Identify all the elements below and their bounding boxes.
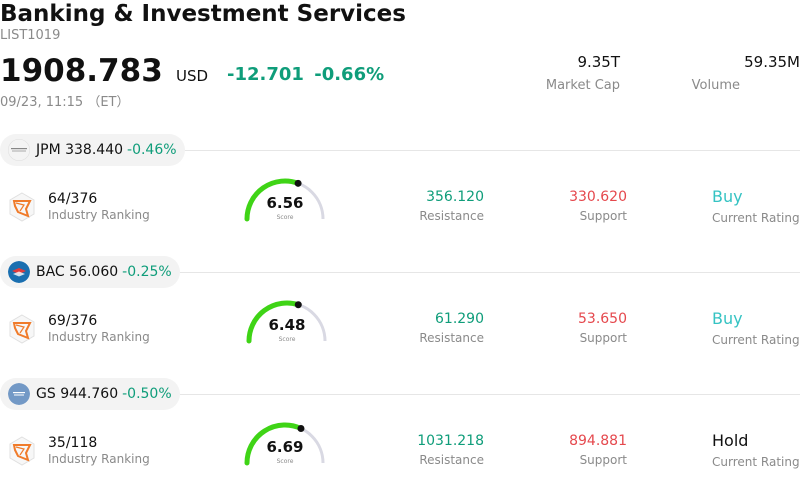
- page-title: Banking & Investment Services: [0, 1, 406, 27]
- support-value: 894.881: [569, 433, 627, 449]
- volume-label: Volume: [691, 78, 740, 93]
- score-gauge: [240, 177, 330, 227]
- support-label: Support: [579, 331, 627, 345]
- market-cap-label: Market Cap: [545, 78, 620, 93]
- support-label: Support: [579, 209, 627, 223]
- score-label: Score: [278, 336, 296, 343]
- gauge-fill: [244, 178, 301, 222]
- support-value: 330.620: [569, 189, 627, 205]
- row-divider: [180, 394, 800, 395]
- resistance-label: Resistance: [419, 331, 484, 345]
- current-rating-value: Buy: [712, 309, 743, 328]
- current-rating-value: Buy: [712, 187, 743, 206]
- current-rating-value: Hold: [712, 431, 749, 450]
- jpm-logo: [8, 139, 30, 161]
- score-value: 6.48: [268, 316, 306, 334]
- score-value: 6.56: [266, 194, 304, 212]
- radar-chart-icon: [8, 436, 36, 466]
- ticker-symbol: JPM 338.440: [36, 142, 124, 158]
- support-value: 53.650: [578, 311, 627, 327]
- support-label: Support: [579, 453, 627, 467]
- score-value: 6.69: [266, 438, 304, 456]
- ticker-symbol: BAC 56.060: [36, 264, 119, 280]
- index-price: 1908.783: [0, 53, 163, 89]
- resistance-value: 356.120: [426, 189, 484, 205]
- ticker-change: -0.25%: [122, 264, 172, 280]
- score-label: Score: [276, 214, 294, 221]
- industry-rank-label: Industry Ranking: [48, 452, 150, 466]
- radar-chart-icon: [8, 314, 36, 344]
- change-value: -12.701: [227, 64, 304, 85]
- ticker-change: -0.46%: [127, 142, 177, 158]
- gauge-fill: [244, 422, 304, 466]
- resistance-value: 61.290: [435, 311, 484, 327]
- radar-chart-icon: [8, 192, 36, 222]
- gauge-marker: [294, 301, 302, 309]
- industry-rank-label: Industry Ranking: [48, 330, 150, 344]
- current-rating-label: Current Rating: [712, 333, 800, 347]
- ticker-pill[interactable]: JPM 338.440 -0.46%: [0, 134, 185, 166]
- currency-label: USD: [176, 67, 209, 85]
- industry-rank-value: 64/376: [48, 191, 98, 207]
- price-change: -12.701 -0.66%: [227, 64, 384, 85]
- resistance-label: Resistance: [419, 453, 484, 467]
- ticker-symbol: GS 944.760: [36, 386, 119, 402]
- score-gauge: [240, 421, 330, 471]
- market-cap-value: 9.35T: [577, 53, 620, 71]
- resistance-value: 1031.218: [417, 433, 484, 449]
- current-rating-label: Current Rating: [712, 455, 800, 469]
- ticker-pill[interactable]: GS 944.760 -0.50%: [0, 378, 180, 410]
- gs-logo: [8, 383, 30, 405]
- ticker-change: -0.50%: [122, 386, 172, 402]
- ticker-pill[interactable]: BAC 56.060 -0.25%: [0, 256, 180, 288]
- industry-rank-value: 35/118: [48, 435, 98, 451]
- resistance-label: Resistance: [419, 209, 484, 223]
- gauge-marker: [294, 179, 302, 187]
- gauge-fill: [246, 300, 301, 344]
- industry-rank-label: Industry Ranking: [48, 208, 150, 222]
- industry-rank-value: 69/376: [48, 313, 98, 329]
- row-divider: [180, 150, 800, 151]
- index-code: LIST1019: [0, 28, 61, 43]
- timestamp: 09/23, 11:15 （ET）: [0, 95, 130, 110]
- current-rating-label: Current Rating: [712, 211, 800, 225]
- gauge-marker: [297, 425, 305, 433]
- row-divider: [180, 272, 800, 273]
- score-gauge: [242, 299, 332, 349]
- change-percent: -0.66%: [314, 64, 385, 85]
- score-label: Score: [276, 458, 294, 465]
- volume-value: 59.35M: [744, 53, 800, 71]
- bac-logo: [8, 261, 30, 283]
